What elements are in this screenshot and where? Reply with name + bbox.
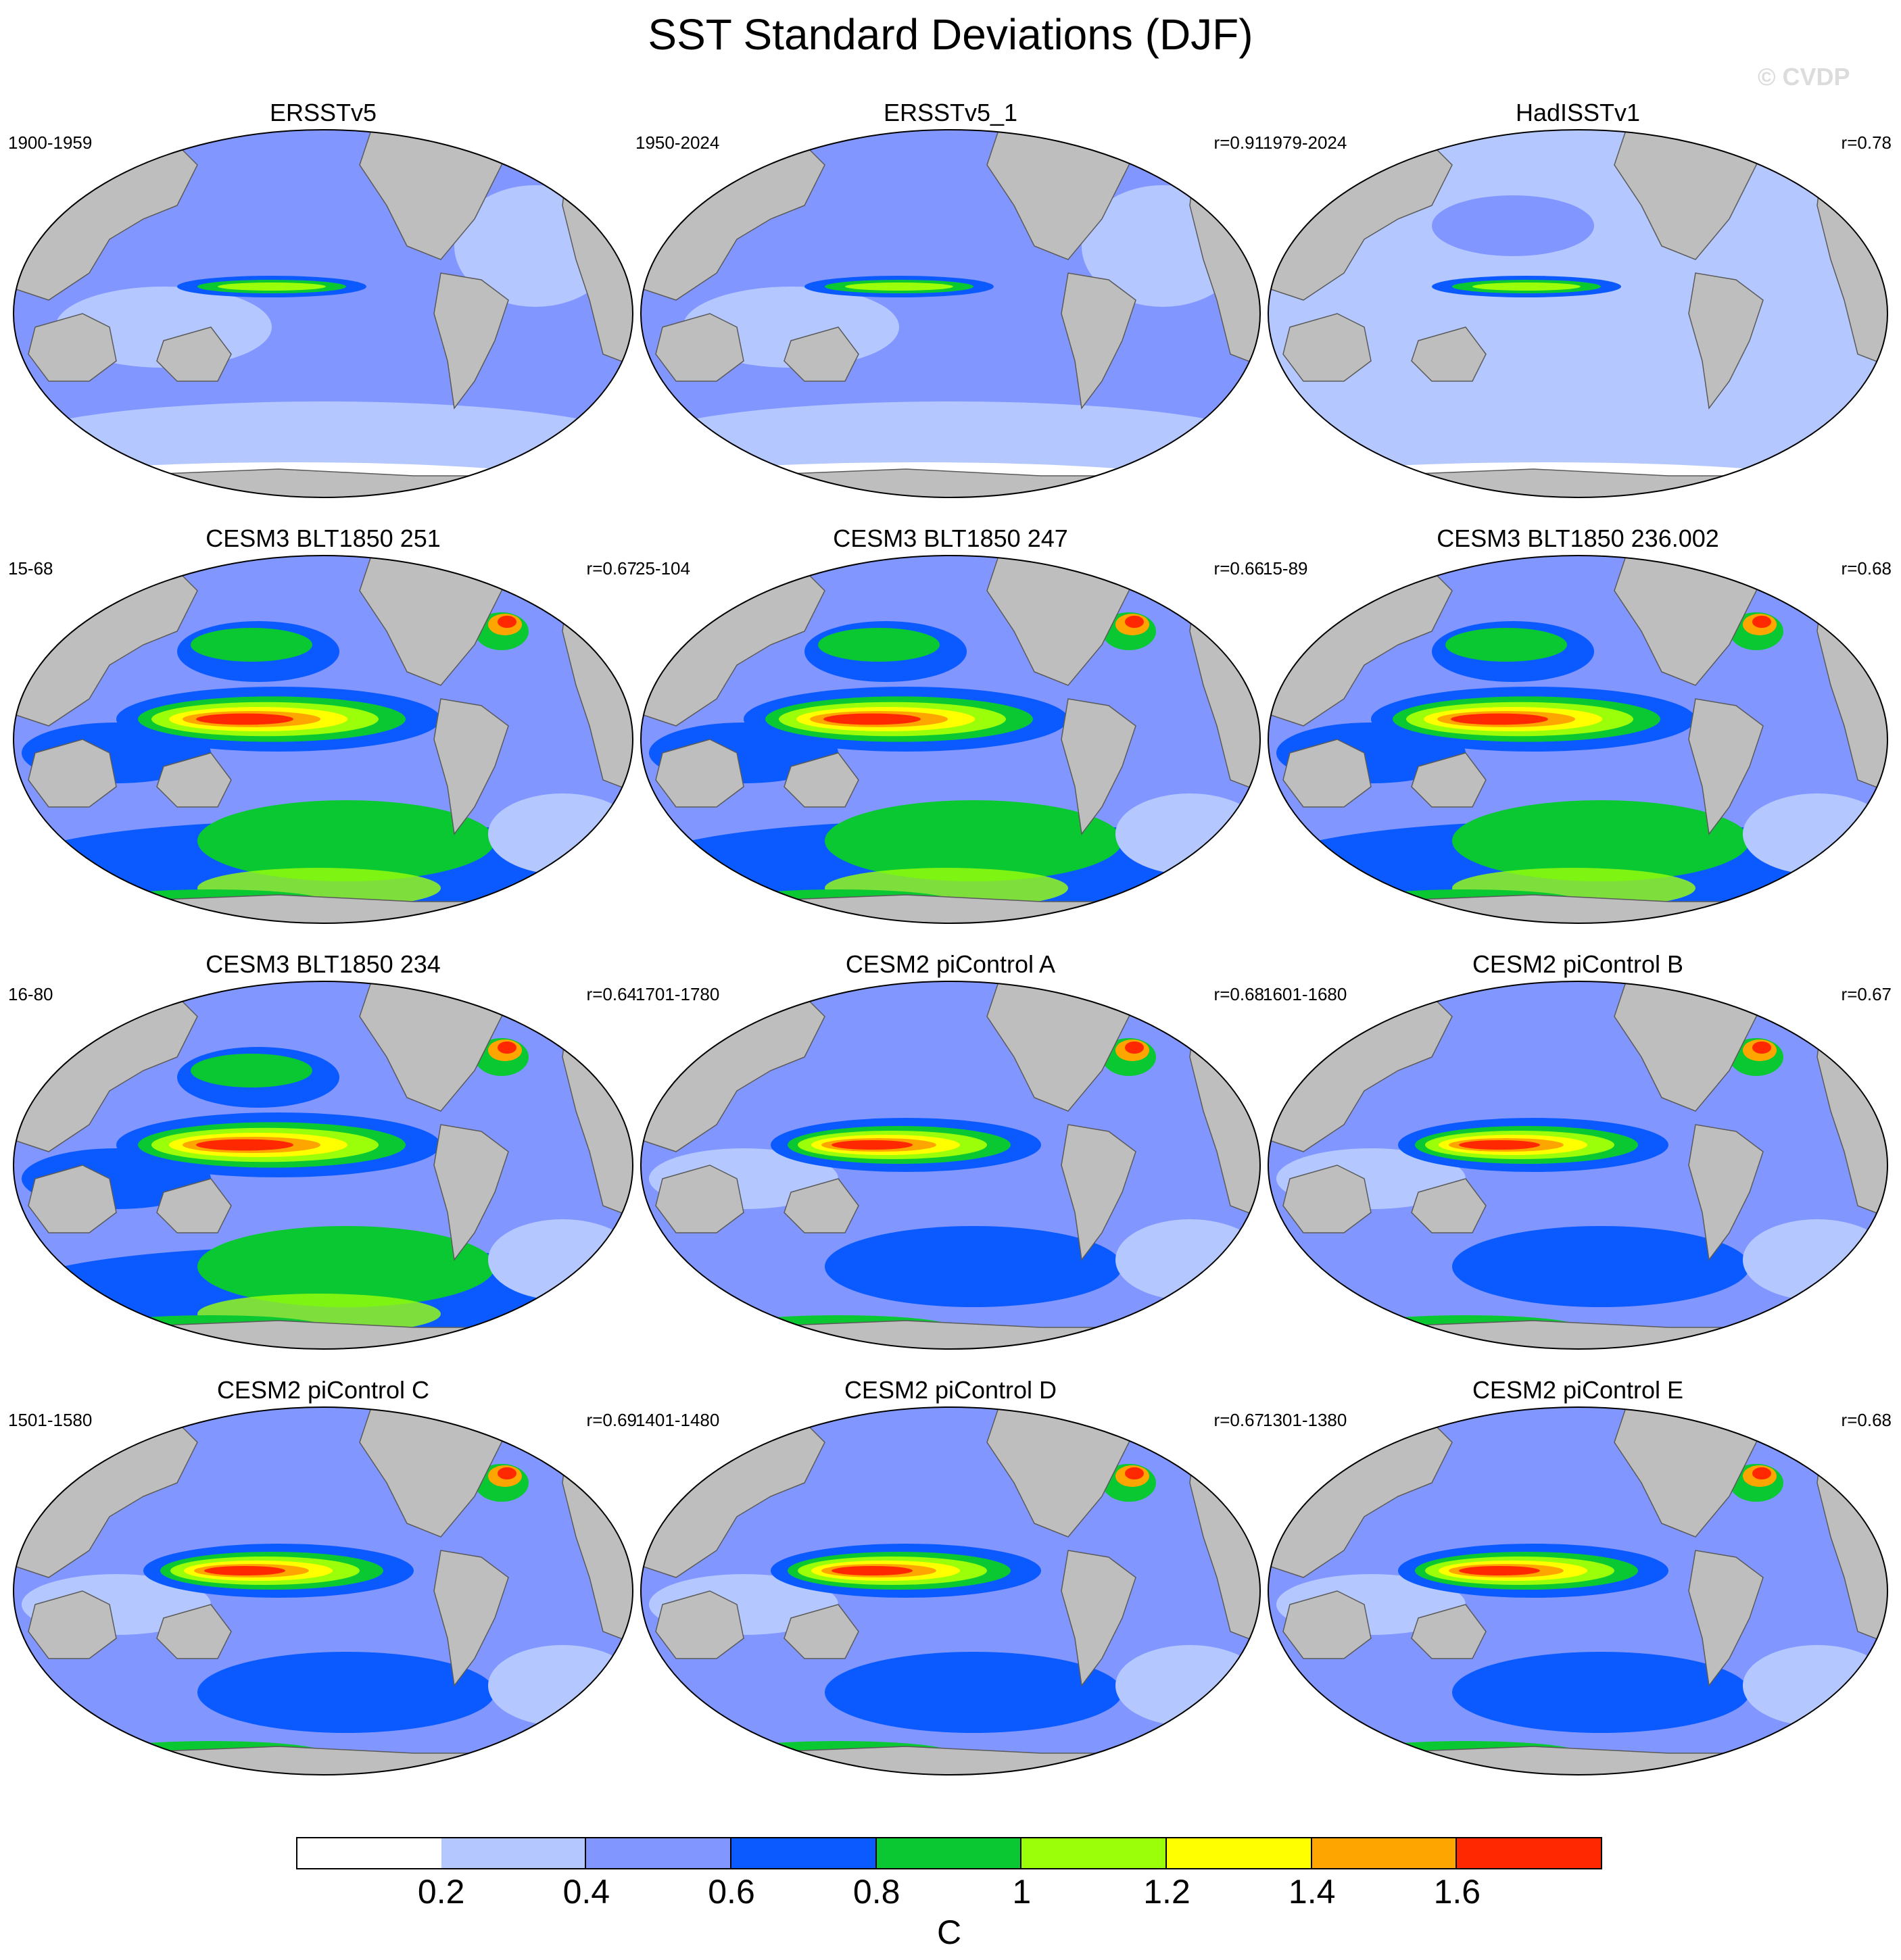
world-map (640, 555, 1261, 924)
colorbar-segment (1167, 1837, 1312, 1869)
panel-correlation: r=0.66 (1213, 558, 1264, 579)
world-map (1268, 981, 1888, 1350)
colorbar-segment (1312, 1837, 1458, 1869)
panel-period: 1701-1780 (635, 984, 720, 1004)
panel-period: 15-68 (8, 558, 53, 579)
panel-title: CESM3 BLT1850 234 (206, 950, 441, 978)
colorbar-segment (1457, 1837, 1602, 1869)
world-map (640, 1406, 1261, 1775)
colorbar-tick-label: 0.8 (852, 1873, 900, 1911)
world-map (13, 555, 633, 924)
panel-correlation: r=0.64 (586, 984, 637, 1004)
map-panel: CESM2 piControl E 1301-1380 r=0.68 (1263, 1376, 1893, 1802)
panel-correlation: r=0.68 (1841, 1410, 1892, 1430)
map-panel: CESM2 piControl A 1701-1780 r=0.68 (635, 950, 1266, 1376)
panel-period: 1601-1680 (1263, 984, 1347, 1004)
world-map (640, 981, 1261, 1350)
colorbar-tick-label: 0.4 (562, 1873, 610, 1911)
map-panel: CESM2 piControl D 1401-1480 r=0.67 (635, 1376, 1266, 1802)
map-panel: CESM3 BLT1850 234 16-80 r=0.64 (8, 950, 638, 1376)
colorbar-segment (441, 1837, 587, 1869)
panel-period: 1301-1380 (1263, 1410, 1347, 1430)
colorbar-unit-label: C (936, 1913, 962, 1951)
panel-title: CESM2 piControl C (216, 1376, 430, 1404)
panel-period: 15-89 (1263, 558, 1308, 579)
panel-title: CESM3 BLT1850 251 (206, 524, 441, 552)
cvdp-watermark: © CVDP (1758, 63, 1850, 91)
colorbar-segment (731, 1837, 877, 1869)
colorbar-tick-label: 0.2 (417, 1873, 465, 1911)
panel-title: ERSSTv5 (269, 99, 377, 126)
colorbar-tick-label: 1.4 (1288, 1873, 1336, 1911)
colorbar-tick-label: 1 (1012, 1873, 1032, 1911)
world-map (1268, 129, 1888, 498)
colorbar-segment (296, 1837, 443, 1869)
world-map (13, 1406, 633, 1775)
panel-correlation: r=0.68 (1841, 558, 1892, 579)
panel-title: CESM2 piControl A (845, 950, 1056, 978)
panel-title: CESM3 BLT1850 236.002 (1437, 524, 1719, 552)
world-map (13, 981, 633, 1350)
panel-period: 16-80 (8, 984, 53, 1004)
panel-period: 1501-1580 (8, 1410, 93, 1430)
colorbar-segment (876, 1837, 1022, 1869)
panel-correlation: r=0.91 (1213, 132, 1264, 153)
panel-title: CESM2 piControl D (844, 1376, 1057, 1404)
panel-correlation: r=0.68 (1213, 984, 1264, 1004)
world-map (1268, 555, 1888, 924)
world-map (640, 129, 1261, 498)
map-panel: ERSSTv5_1 1950-2024 r=0.91 (635, 99, 1266, 524)
panel-title: CESM3 BLT1850 247 (833, 524, 1068, 552)
colorbar (296, 1837, 1602, 1869)
world-map (1268, 1406, 1888, 1775)
map-panel: CESM3 BLT1850 251 15-68 r=0.67 (8, 524, 638, 950)
panel-period: 1401-1480 (635, 1410, 720, 1430)
world-map (13, 129, 633, 498)
map-panel: CESM2 piControl C 1501-1580 r=0.69 (8, 1376, 638, 1802)
colorbar-segment (1021, 1837, 1167, 1869)
panel-correlation: r=0.67 (586, 558, 637, 579)
panel-period: 25-104 (635, 558, 690, 579)
panel-correlation: r=0.67 (1841, 984, 1892, 1004)
panel-correlation: r=0.67 (1213, 1410, 1264, 1430)
map-panel: CESM3 BLT1850 236.002 15-89 r=0.68 (1263, 524, 1893, 950)
colorbar-tick-label: 1.6 (1433, 1873, 1481, 1911)
figure-title: SST Standard Deviations (DJF) (648, 10, 1253, 59)
panel-title: CESM2 piControl B (1472, 950, 1684, 978)
colorbar-segment (586, 1837, 731, 1869)
colorbar-tick-label: 1.2 (1143, 1873, 1190, 1911)
panel-title: ERSSTv5_1 (883, 99, 1018, 126)
map-panel: HadISSTv1 1979-2024 r=0.78 (1263, 99, 1893, 524)
panel-correlation: r=0.69 (586, 1410, 637, 1430)
panel-period: 1950-2024 (635, 132, 720, 153)
map-panel: CESM3 BLT1850 247 25-104 r=0.66 (635, 524, 1266, 950)
panel-period: 1979-2024 (1263, 132, 1347, 153)
map-panel: CESM2 piControl B 1601-1680 r=0.67 (1263, 950, 1893, 1376)
panel-period: 1900-1959 (8, 132, 93, 153)
panel-correlation: r=0.78 (1841, 132, 1892, 153)
colorbar-tick-label: 0.6 (708, 1873, 755, 1911)
panel-title: CESM2 piControl E (1472, 1376, 1684, 1404)
panel-title: HadISSTv1 (1515, 99, 1641, 126)
map-panel: ERSSTv5 1900-1959 (8, 99, 638, 524)
